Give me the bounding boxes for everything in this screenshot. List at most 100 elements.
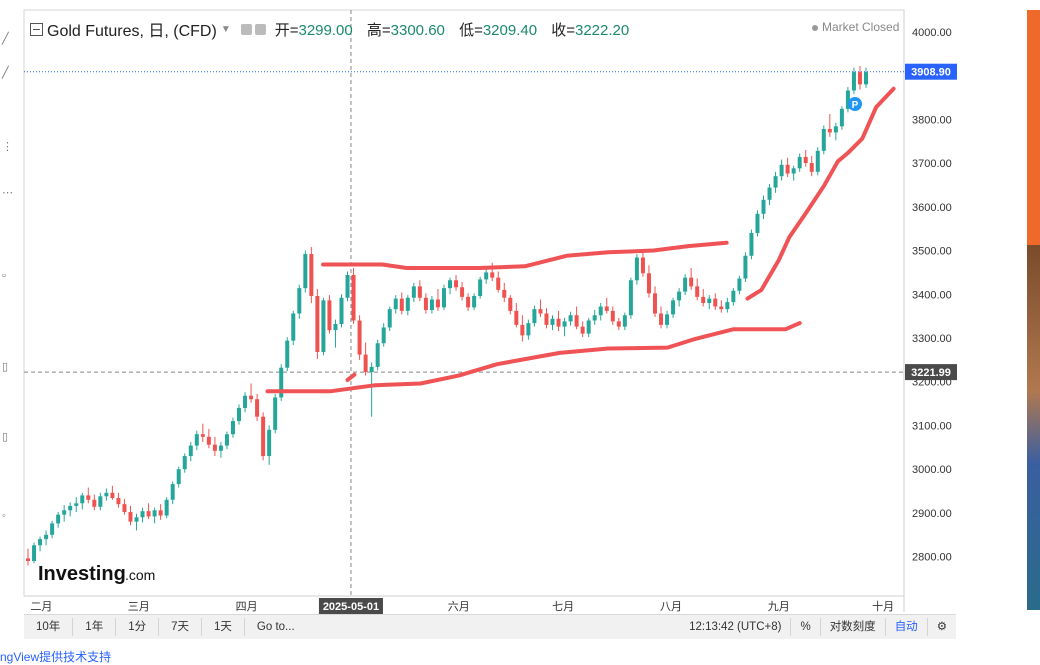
candle-body xyxy=(791,168,796,174)
candle-body xyxy=(586,320,591,334)
candle xyxy=(218,442,223,458)
y-tick-label: 2900.00 xyxy=(912,508,952,520)
goto-button[interactable]: Go to... xyxy=(256,621,295,633)
candle xyxy=(363,342,368,376)
market-status: Market Closed xyxy=(812,20,899,34)
candle-body xyxy=(785,164,790,174)
candle xyxy=(50,520,55,539)
text-tool-icon[interactable]: ▫ xyxy=(2,270,6,282)
candle xyxy=(182,453,187,473)
candle-body xyxy=(182,456,187,470)
candle-body xyxy=(743,255,748,279)
clock-readout[interactable]: 12:13:42 (UTC+8) xyxy=(689,621,782,633)
candle-body xyxy=(544,313,549,325)
candle xyxy=(616,317,621,331)
candle-body xyxy=(110,492,115,499)
gear-icon[interactable]: ⚙ xyxy=(926,618,956,636)
candle xyxy=(423,293,428,314)
drawing-toolbar[interactable]: ╱ ╱ ⋮ ⋯ ▫ ▯ ▯ ◦ xyxy=(0,10,16,610)
range-1y-button[interactable]: 1年 xyxy=(73,618,117,636)
candle xyxy=(689,268,694,290)
annotation-breakout-trend xyxy=(745,86,896,301)
candle-body xyxy=(92,499,97,507)
candle-body xyxy=(659,313,664,325)
candle-body xyxy=(803,156,808,164)
x-tick-label: 四月 xyxy=(236,601,258,613)
candle xyxy=(695,278,700,301)
candle xyxy=(610,306,615,325)
collapse-icon[interactable] xyxy=(30,22,43,36)
magnet-tool-icon[interactable]: ◦ xyxy=(2,510,6,522)
candle-body xyxy=(767,187,772,200)
range-10y-button[interactable]: 10年 xyxy=(24,618,74,636)
candle-body xyxy=(562,321,567,327)
candle xyxy=(267,425,272,465)
candle-body xyxy=(315,296,320,352)
candle-body xyxy=(652,293,657,314)
candle-body xyxy=(646,273,651,294)
candle xyxy=(713,293,718,310)
candle xyxy=(255,393,260,422)
candle xyxy=(273,393,278,434)
log-scale-toggle[interactable]: 对数刻度 xyxy=(819,618,885,636)
line-tool-icon[interactable]: ╱ xyxy=(2,33,9,45)
chart-legend: Gold Futures, 日, (CFD) ▼ 开=3299.00 高=330… xyxy=(30,18,639,40)
candle-body xyxy=(671,300,676,315)
candle-body xyxy=(285,340,290,368)
candle xyxy=(74,497,79,513)
candle-body xyxy=(797,156,802,169)
range-7d-button[interactable]: 7天 xyxy=(159,618,203,636)
candle xyxy=(321,297,326,356)
symbol-title[interactable]: Gold Futures, 日, (CFD) xyxy=(47,23,217,40)
candle-body xyxy=(411,286,416,298)
range-1d-button[interactable]: 1天 xyxy=(202,618,245,636)
plot-frame xyxy=(23,9,905,597)
candle xyxy=(839,106,844,130)
candle-body xyxy=(574,315,579,327)
candle xyxy=(496,271,501,293)
x-tick-label: 七月 xyxy=(552,600,574,613)
candle-body xyxy=(68,505,73,511)
candle xyxy=(550,315,555,331)
candle-body xyxy=(520,324,525,336)
candle xyxy=(200,423,205,443)
footer-credit[interactable]: ngView提供技术支持 xyxy=(0,648,111,665)
auto-scale-toggle[interactable]: 自动 xyxy=(884,618,927,636)
settings-icon[interactable] xyxy=(240,23,252,35)
candle-body xyxy=(532,309,537,324)
candle xyxy=(140,507,145,523)
candle xyxy=(731,288,736,306)
zoom-tool-icon[interactable]: ▯ xyxy=(2,431,9,443)
pattern-tool-icon[interactable]: ⋯ xyxy=(2,187,13,199)
candle xyxy=(44,530,49,546)
candle xyxy=(291,310,296,345)
x-tick-label: 六月 xyxy=(448,600,470,613)
measure-tool-icon[interactable]: ▯ xyxy=(2,361,9,373)
x-tick-label: 二月 xyxy=(30,601,52,613)
hide-icon[interactable] xyxy=(254,23,266,35)
y-tick-label: 3000.00 xyxy=(912,464,952,476)
candle xyxy=(677,288,682,307)
candle xyxy=(514,303,519,328)
candle xyxy=(315,289,320,359)
percent-toggle[interactable]: % xyxy=(790,618,819,636)
fib-tool-icon[interactable]: ⋮ xyxy=(2,141,13,153)
candle xyxy=(339,294,344,328)
trend-tool-icon[interactable]: ╱ xyxy=(2,67,9,79)
range-1m-button[interactable]: 1分 xyxy=(116,618,160,636)
candle-body xyxy=(80,495,85,504)
candle xyxy=(833,122,838,141)
close-value: 3222.20 xyxy=(575,21,630,39)
low-label: 低= xyxy=(459,21,483,39)
candle-body xyxy=(815,150,820,172)
candle xyxy=(508,295,513,315)
candle-body xyxy=(701,296,706,303)
candle xyxy=(56,512,61,528)
chevron-down-icon[interactable]: ▼ xyxy=(220,23,231,35)
last-price-badge xyxy=(905,63,957,80)
candle xyxy=(393,295,398,314)
candle-body xyxy=(194,434,199,446)
footer-text[interactable]: ngView提供技术支持 xyxy=(0,650,112,664)
candle-body xyxy=(321,300,326,352)
